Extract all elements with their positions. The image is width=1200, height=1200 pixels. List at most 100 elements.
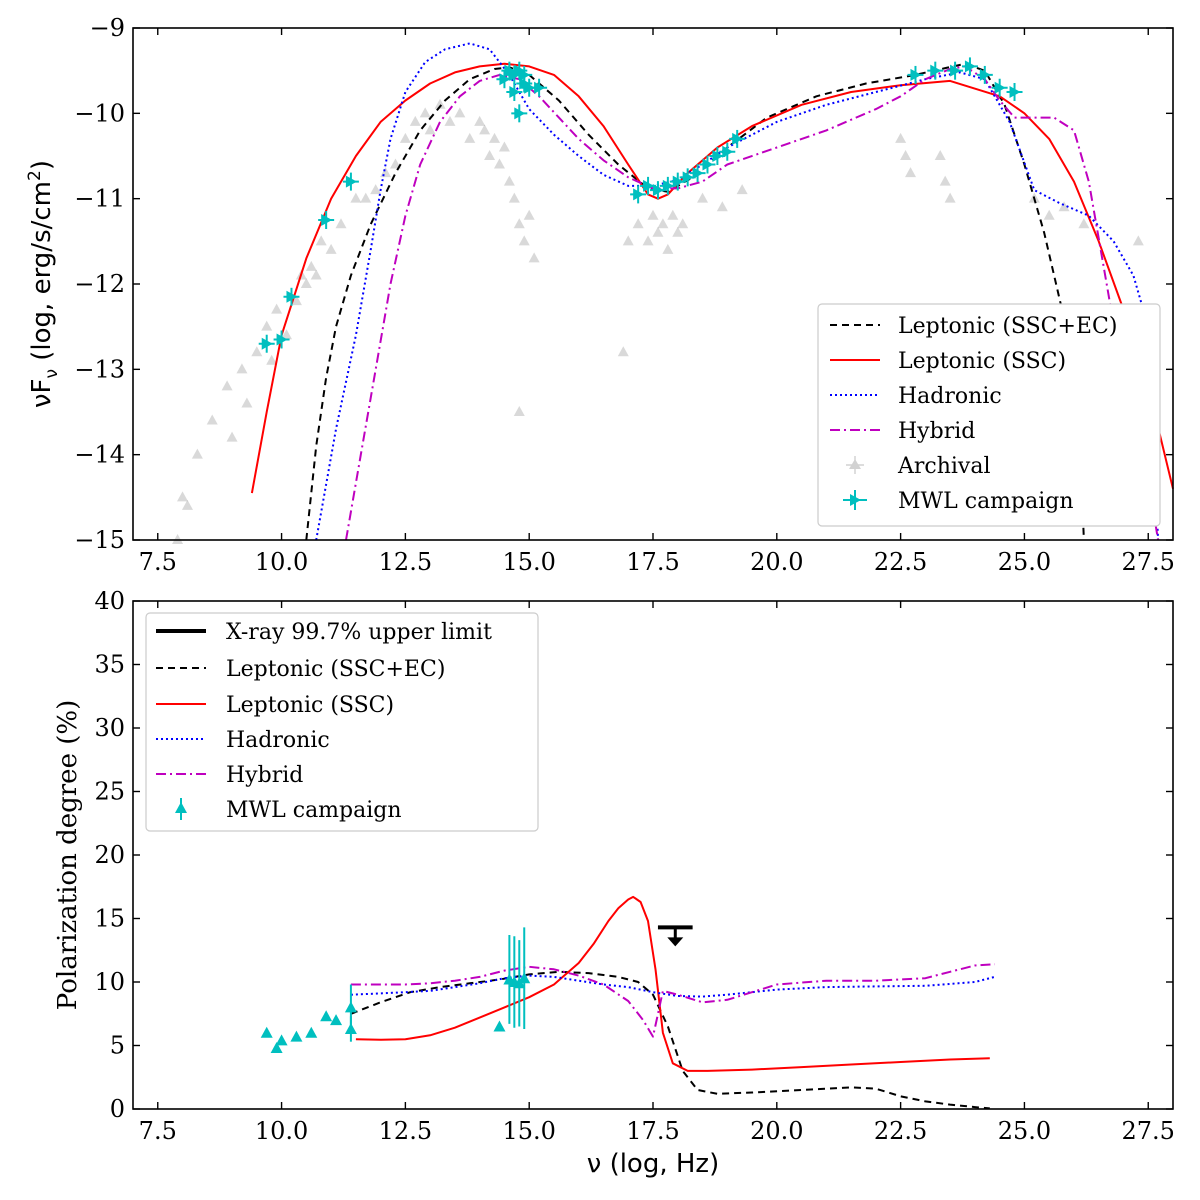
legend-label-ssc: Leptonic (SSC) [898,349,1066,374]
series-hadronic [350,974,995,998]
polarization-y-axis-label: Polarization degree (%) [53,700,83,1010]
x-tick-label: 20.0 [750,1117,803,1145]
legend-label-upper-limit: X-ray 99.7% upper limit [226,620,492,645]
polarization-point [518,927,531,1029]
archival-point [399,132,411,143]
y-tick-label: 5 [110,1032,125,1060]
series-leptonic-ssc-ec [350,970,990,1110]
ylabel-units: (log, erg/s/cm [27,181,57,369]
mwl-point [283,287,300,306]
legend-label-hadronic-2: Hadronic [226,728,330,753]
mwl-points [258,57,1023,353]
archival-point [251,346,263,357]
x-tick-label: 10.0 [255,548,308,576]
legend-marker-mwl [843,490,867,510]
legend-label-archival: Archival [897,454,991,479]
polarization-point [320,1010,333,1022]
archival-point [1132,235,1144,246]
series-hybrid [345,65,1160,541]
mwl-point [501,61,518,80]
archival-point [895,132,907,143]
x-tick-label: 22.5 [874,1117,927,1145]
mwl-point [1006,83,1023,101]
archival-point [513,406,525,416]
ylabel-main: νF [27,379,57,408]
archival-point [177,491,189,502]
sed-x-ticks: 7.5 10.0 12.5 15.0 17.5 20.0 22.5 25.0 27.5 [139,28,1175,576]
legend-label-mwl: MWL campaign [898,489,1074,514]
polarization-point [260,1026,273,1038]
legend-label-hybrid: Hybrid [898,419,975,444]
archival-point [389,158,401,169]
y-tick-label: 25 [94,778,125,806]
sed-legend: Leptonic (SSC+EC) Leptonic (SSC) Hadroni… [817,303,1161,527]
series-leptonic-ssc [355,895,990,1072]
x-tick-label: 17.5 [626,1117,679,1145]
mwl-point [273,330,290,349]
polarization-point [275,1034,288,1046]
x-tick-label: 20.0 [750,548,803,576]
archival-point [662,243,674,254]
archival-point [261,320,273,331]
mwl-point [719,142,736,161]
x-tick-label: 10.0 [255,1117,308,1145]
archival-point [181,499,193,510]
mwl-point [342,172,359,191]
y-tick-label: −12 [74,270,125,298]
legend-label-hybrid-2: Hybrid [226,763,303,788]
archival-point [370,184,382,195]
archival-point [498,141,510,152]
archival-point [523,209,535,220]
archival-point [474,115,486,126]
archival-point [489,132,501,143]
x-tick-label: 15.0 [502,1117,555,1145]
x-tick-label: 7.5 [139,1117,177,1145]
polarization-y-ticks: 0 5 10 15 20 25 30 35 40 [94,587,1173,1123]
mwl-point [927,61,944,80]
polarization-model-curves [350,895,995,1110]
archival-point [1058,201,1070,212]
y-tick-label: −9 [90,14,125,42]
y-tick-label: 20 [94,841,125,869]
archival-point [617,346,629,357]
mwl-point [630,185,647,204]
archival-point [642,235,654,246]
mwl-point [516,65,533,84]
archival-point [518,235,530,246]
archival-point [900,150,912,160]
sed-panel: 7.5 10.0 12.5 15.0 17.5 20.0 22.5 25.0 27.5 −15−… [25,14,1175,576]
archival-point [464,132,476,143]
archival-point [266,354,278,365]
archival-point [191,448,203,459]
polarization-mwl-points [260,927,531,1054]
polarization-point [305,1026,318,1038]
x-tick-label: 27.5 [1122,548,1175,576]
ylabel-close: ) [27,160,57,170]
y-tick-label: −13 [74,355,125,383]
mwl-point [961,57,978,76]
archival-point [281,329,293,340]
archival-point [632,218,644,229]
ylabel-sub: ν [42,369,62,379]
archival-point [479,124,491,135]
polarization-point [290,1030,303,1042]
mwl-point [258,334,275,353]
archival-point [315,235,327,246]
series-hybrid [350,963,995,1038]
archival-point [716,201,728,212]
archival-point [493,158,505,169]
archival-point [657,218,669,229]
series-leptonic-ssc-ec [305,62,1085,541]
archival-point [226,431,238,442]
legend-marker-archival [846,456,864,474]
mwl-point [699,155,716,174]
mwl-point [947,61,964,80]
polarization-point [270,1042,283,1054]
archival-point [305,260,317,271]
archival-point [172,534,184,544]
x-tick-label: 15.0 [502,548,555,576]
polarization-point [344,1016,357,1042]
y-tick-label: −11 [74,185,125,213]
mwl-point [318,211,335,229]
archival-point [1078,218,1090,229]
